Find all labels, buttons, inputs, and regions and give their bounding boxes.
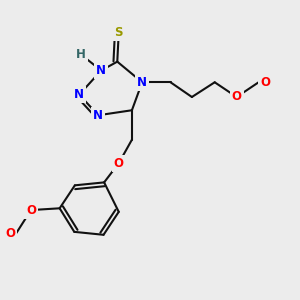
- Text: O: O: [114, 157, 124, 170]
- Text: N: N: [93, 109, 103, 122]
- Text: N: N: [137, 76, 147, 89]
- Text: S: S: [115, 26, 123, 39]
- Text: N: N: [96, 64, 106, 77]
- Text: N: N: [74, 88, 84, 101]
- Text: O: O: [26, 204, 36, 217]
- Text: O: O: [260, 76, 270, 89]
- Text: H: H: [76, 48, 86, 61]
- Text: O: O: [5, 226, 15, 239]
- Text: O: O: [232, 91, 242, 103]
